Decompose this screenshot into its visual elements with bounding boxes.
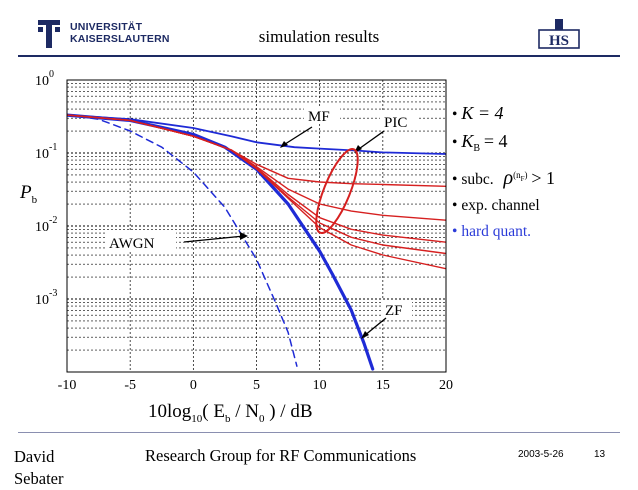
annotations: MF PIC AWGN ZF bbox=[106, 106, 418, 339]
y-axis-label: Pb bbox=[19, 182, 38, 206]
footer-author: David Sebater bbox=[14, 447, 64, 488]
plot-frame bbox=[66, 79, 447, 373]
param-kb: • KB = 4 bbox=[452, 131, 508, 155]
x-tick-label: 0 bbox=[190, 378, 197, 393]
hs-logo-text: HS bbox=[549, 33, 569, 49]
footer-divider bbox=[18, 432, 620, 433]
series-pic-5 bbox=[67, 114, 446, 270]
hs-logo-icon: HS bbox=[536, 16, 584, 54]
university-logo-icon bbox=[36, 18, 66, 50]
y-tick-label: 100 bbox=[35, 69, 54, 89]
pic-ellipse bbox=[315, 147, 359, 235]
awgn-label: AWGN bbox=[109, 236, 155, 252]
mf-label: MF bbox=[308, 109, 330, 125]
pic-label: PIC bbox=[384, 115, 407, 131]
x-tick-label: 10 bbox=[313, 378, 327, 393]
zf-label-bg bbox=[382, 300, 412, 318]
x-axis-label: 10log10( Eb / N0 ) / dB bbox=[148, 401, 313, 425]
param-quant: • hard quant. bbox=[452, 223, 532, 241]
x-tick-labels: -10 -5 0 5 10 15 20 bbox=[58, 378, 453, 393]
footer-page-number: 13 bbox=[594, 449, 606, 460]
param-channel: • exp. channel bbox=[452, 197, 540, 215]
param-subc: • subc. ρ(nF) > 1 bbox=[452, 167, 556, 190]
zf-arrowhead bbox=[361, 331, 369, 339]
y-tick-labels: 100 10-1 10-2 10-3 bbox=[35, 69, 57, 308]
awgn-arrowhead bbox=[240, 232, 248, 240]
series-mf bbox=[67, 114, 446, 155]
awgn-arrow bbox=[183, 235, 245, 243]
x-tick-label: 5 bbox=[253, 378, 260, 393]
param-k: • K = 4 bbox=[452, 103, 504, 123]
page-title: simulation results bbox=[258, 27, 380, 46]
curves bbox=[67, 113, 446, 371]
mf-label-bg bbox=[304, 106, 340, 124]
header-divider bbox=[18, 55, 620, 57]
mf-arrow bbox=[281, 126, 313, 147]
zf-label: ZF bbox=[385, 303, 403, 319]
university-name: UNIVERSITÄT KAISERSLAUTERN bbox=[70, 21, 170, 45]
x-tick-label: 20 bbox=[439, 378, 453, 393]
zf-arrow bbox=[363, 317, 387, 337]
y-tick-label: 10-2 bbox=[35, 215, 57, 235]
series-zf bbox=[67, 113, 375, 371]
mf-arrowhead bbox=[280, 141, 288, 148]
x-tick-label: 15 bbox=[376, 378, 390, 393]
x-tick-label: -5 bbox=[124, 378, 136, 393]
x-tick-label: -10 bbox=[58, 378, 77, 393]
y-tick-label: 10-1 bbox=[35, 142, 57, 162]
awgn-label-bg bbox=[106, 232, 176, 252]
ber-chart: -10 -5 0 5 10 15 20 100 10-1 10-2 10-3 Pb 10log10… bbox=[19, 69, 453, 425]
footer-group: Research Group for RF Communications bbox=[145, 446, 417, 465]
pic-label-bg bbox=[380, 110, 418, 130]
university-line-2: KAISERSLAUTERN bbox=[70, 33, 170, 45]
series-awgn bbox=[67, 114, 298, 367]
parameter-list: • K = 4 • KB = 4 • subc. ρ(nF) > 1 • exp… bbox=[452, 100, 555, 245]
university-line-1: UNIVERSITÄT bbox=[70, 21, 143, 33]
y-tick-label: 10-3 bbox=[35, 288, 57, 308]
footer-date: 2003-5-26 bbox=[518, 449, 564, 460]
